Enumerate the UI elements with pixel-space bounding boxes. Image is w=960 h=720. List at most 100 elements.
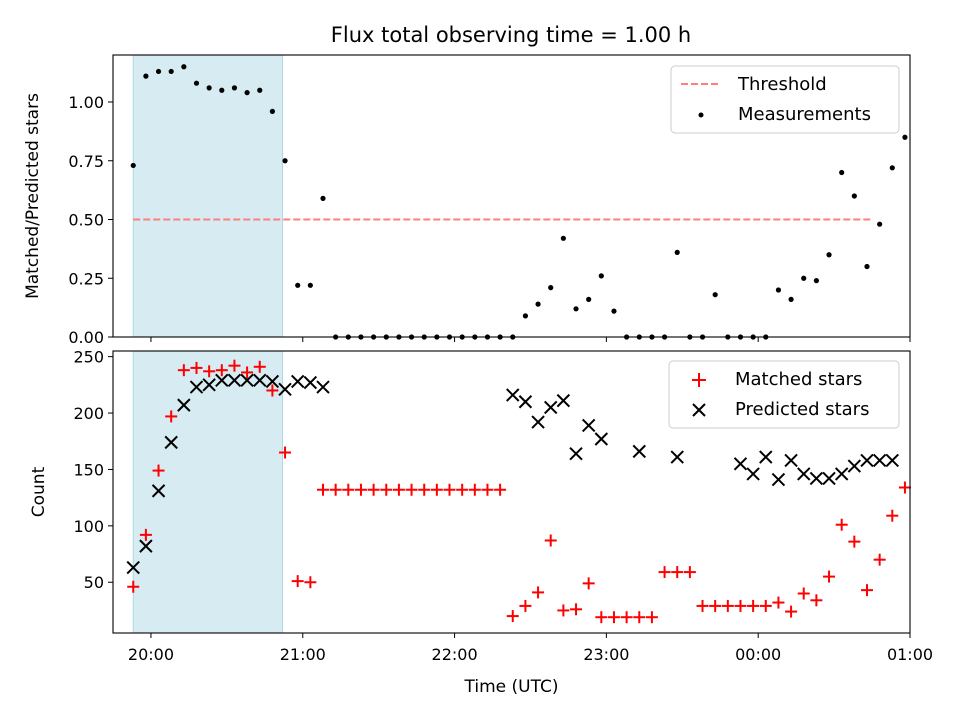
matched-star-marker	[405, 483, 418, 496]
matched-star-marker	[367, 483, 380, 496]
measurement-point	[244, 90, 250, 96]
predicted-star-marker	[581, 418, 596, 433]
matched-star-marker	[772, 596, 785, 609]
ratio-x-ticks	[150, 337, 911, 342]
measurement-point	[130, 162, 136, 169]
predicted-marker-b	[531, 415, 545, 429]
predicted-marker-b	[556, 393, 571, 408]
predicted-marker-b	[139, 539, 153, 553]
predicted-marker-b	[177, 398, 191, 412]
ratio-y-axis-label: Matched/Predicted stars	[23, 93, 43, 299]
predicted-marker-b	[126, 560, 140, 575]
matched-star-marker	[392, 483, 405, 496]
matched-star-marker	[671, 566, 684, 579]
measurement-point	[282, 158, 288, 164]
matched-star-marker	[266, 384, 279, 397]
matched-star-marker	[215, 364, 228, 377]
matched-star-marker	[557, 604, 570, 617]
predicted-marker-b	[518, 395, 533, 409]
measurement-point	[839, 169, 845, 176]
matched-star-marker	[633, 611, 646, 624]
matched-star-marker	[506, 610, 519, 623]
predicted-marker-b	[303, 375, 318, 390]
count-legend: Matched stars Predicted stars	[668, 360, 900, 429]
predicted-marker-b	[290, 374, 305, 389]
predicted-marker-b	[164, 435, 178, 450]
matched-star-marker	[342, 483, 355, 496]
observing-window-span	[132, 350, 284, 634]
predicted-star-marker	[544, 400, 558, 415]
time-x-tick-label: 23:00	[583, 645, 629, 664]
matched-star-marker	[721, 599, 734, 612]
observing-window-band	[132, 54, 284, 338]
matched-star-marker	[595, 611, 608, 624]
predicted-star-marker	[177, 398, 191, 412]
predicted-marker-b	[797, 467, 811, 481]
matched-star-marker	[317, 483, 330, 496]
predicted-marker-b	[847, 459, 862, 473]
threshold-legend-label: Threshold	[737, 74, 827, 95]
matched-star-marker	[519, 599, 532, 612]
measurement-point	[257, 87, 263, 93]
measurement-point	[219, 87, 225, 93]
measurement-point	[560, 235, 566, 241]
predicted-star-marker	[733, 457, 748, 471]
predicted-marker-b	[594, 432, 609, 446]
matched-star-marker	[582, 577, 595, 590]
ratio-panel: 0.00 0.25 0.50 0.75 1.00 Matched/Predicted s…	[23, 54, 911, 347]
measurement-point	[877, 221, 883, 227]
measurement-point	[206, 85, 212, 91]
predicted-stars-markers	[126, 373, 899, 575]
measurement-point	[269, 108, 275, 114]
matched-star-marker	[291, 575, 304, 588]
matched-star-marker	[835, 518, 848, 531]
matched-star-marker	[418, 483, 431, 496]
predicted-marker-b	[151, 484, 166, 498]
predicted-marker-b	[569, 446, 583, 461]
predicted-star-marker	[253, 373, 267, 388]
predicted-marker-b	[784, 453, 798, 468]
matched-star-marker	[898, 481, 911, 494]
time-x-tick-label: 21:00	[280, 645, 326, 664]
matched-star-marker	[620, 611, 633, 624]
measurement-point	[902, 134, 908, 140]
measurement-point	[295, 282, 301, 288]
measurements-legend-label: Measurements	[738, 104, 871, 125]
predicted-star-marker	[227, 373, 242, 388]
predicted-star-marker	[759, 450, 773, 464]
measurement-point	[813, 278, 819, 284]
measurement-point	[864, 263, 870, 270]
measurement-point	[307, 282, 313, 288]
measurements-legend-swatch	[698, 112, 704, 118]
count-panel: 50 100 150 200 250 20:00 21:00 22:00 23:00 00:00…	[29, 348, 933, 697]
matched-star-marker	[165, 410, 178, 423]
predicted-marker-b	[759, 450, 773, 464]
predicted-star-marker	[834, 467, 849, 481]
count-y-tick-label: 150	[73, 460, 104, 479]
predicted-star-marker	[164, 435, 178, 450]
predicted-marker-b	[809, 471, 824, 486]
predicted-marker-b	[253, 373, 267, 388]
predicted-star-marker	[518, 395, 533, 409]
count-y-ticks: 50 100 150 200 250	[73, 348, 113, 592]
predicted-star-marker	[202, 378, 216, 392]
matched-star-marker	[658, 566, 671, 579]
time-x-tick-label: 22:00	[432, 645, 478, 664]
count-axes-frame	[112, 350, 911, 634]
matched-star-marker	[190, 361, 203, 374]
measurement-point	[320, 195, 326, 201]
predicted-marker-b	[544, 400, 558, 415]
matched-star-marker	[759, 599, 772, 612]
matched-star-marker	[848, 535, 861, 548]
predicted-star-marker	[797, 467, 811, 481]
predicted-star-marker	[670, 450, 684, 464]
matched-star-marker	[709, 599, 722, 612]
count-y-tick-label: 200	[73, 404, 104, 423]
measurement-point	[889, 165, 895, 171]
predicted-marker-b	[632, 444, 646, 459]
measurement-point	[535, 301, 541, 307]
matched-star-marker	[607, 611, 620, 624]
count-legend-box	[668, 360, 900, 429]
matched-star-marker	[747, 599, 760, 612]
